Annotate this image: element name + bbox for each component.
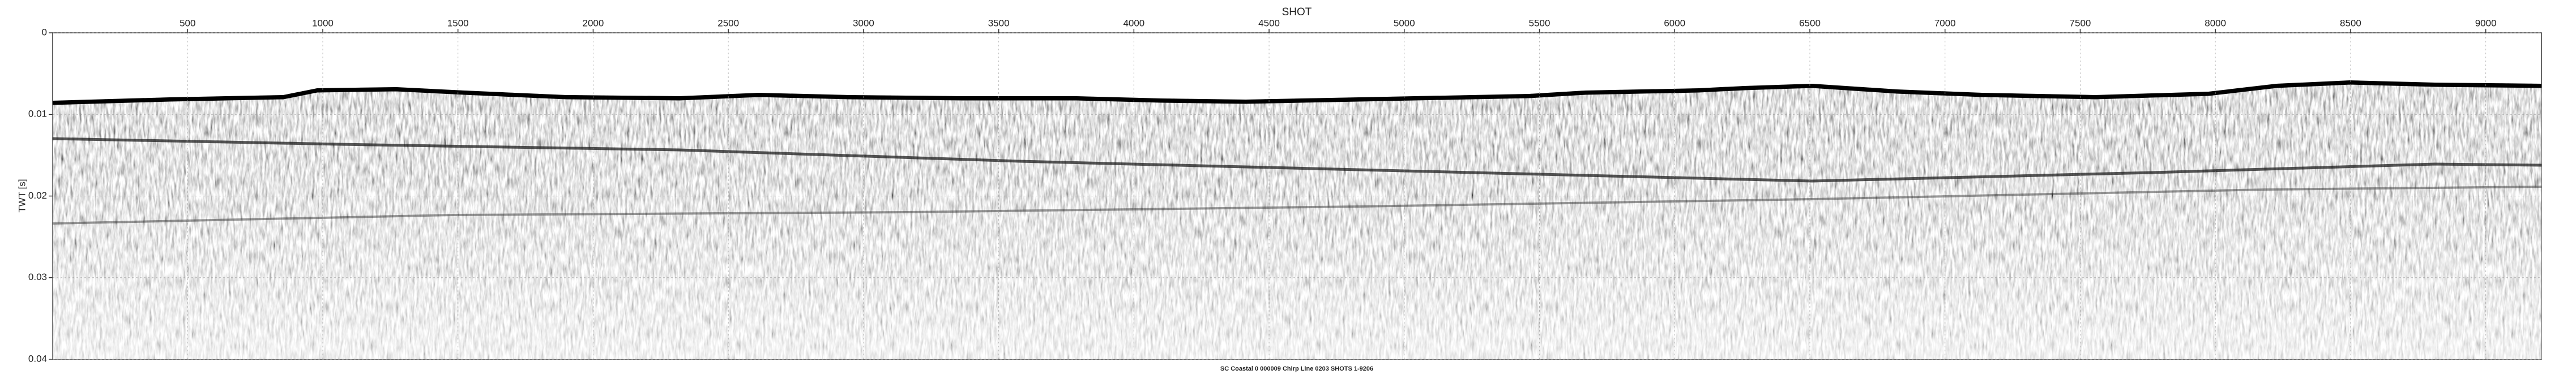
x-tick-label: 500 — [180, 18, 195, 28]
seismic-section — [53, 80, 2541, 359]
x-tick-label: 6500 — [1799, 18, 1821, 28]
x-tick-label: 2500 — [717, 18, 739, 28]
x-tick-label: 9000 — [2475, 18, 2497, 28]
y-tick-label: 0 — [42, 27, 47, 37]
x-tick-label: 7500 — [2070, 18, 2091, 28]
y-tick-label: 0.04 — [28, 353, 47, 364]
y-tick-label: 0.03 — [28, 272, 47, 282]
y-tick-label: 0.01 — [28, 109, 47, 119]
x-tick-label: 6000 — [1664, 18, 1685, 28]
y-tick-label: 0.02 — [28, 190, 47, 201]
x-tick-label: 5000 — [1394, 18, 1415, 28]
x-tick-label: 8500 — [2340, 18, 2361, 28]
x-tick-label: 5500 — [1529, 18, 1550, 28]
y-axis-title: TWT [s] — [16, 179, 27, 212]
x-axis-title: SHOT — [1282, 6, 1312, 18]
x-tick-label: 4500 — [1258, 18, 1280, 28]
x-tick-label: 8000 — [2205, 18, 2226, 28]
x-tick-label: 3000 — [853, 18, 874, 28]
x-tick-label: 2000 — [583, 18, 604, 28]
x-tick-label: 3500 — [988, 18, 1010, 28]
x-tick-label: 7000 — [1934, 18, 1956, 28]
x-tick-label: 1000 — [312, 18, 334, 28]
x-tick-label: 4000 — [1123, 18, 1144, 28]
x-tick-label: 1500 — [447, 18, 469, 28]
caption: SC Coastal 0 000009 Chirp Line 0203 SHOT… — [1220, 366, 1373, 372]
